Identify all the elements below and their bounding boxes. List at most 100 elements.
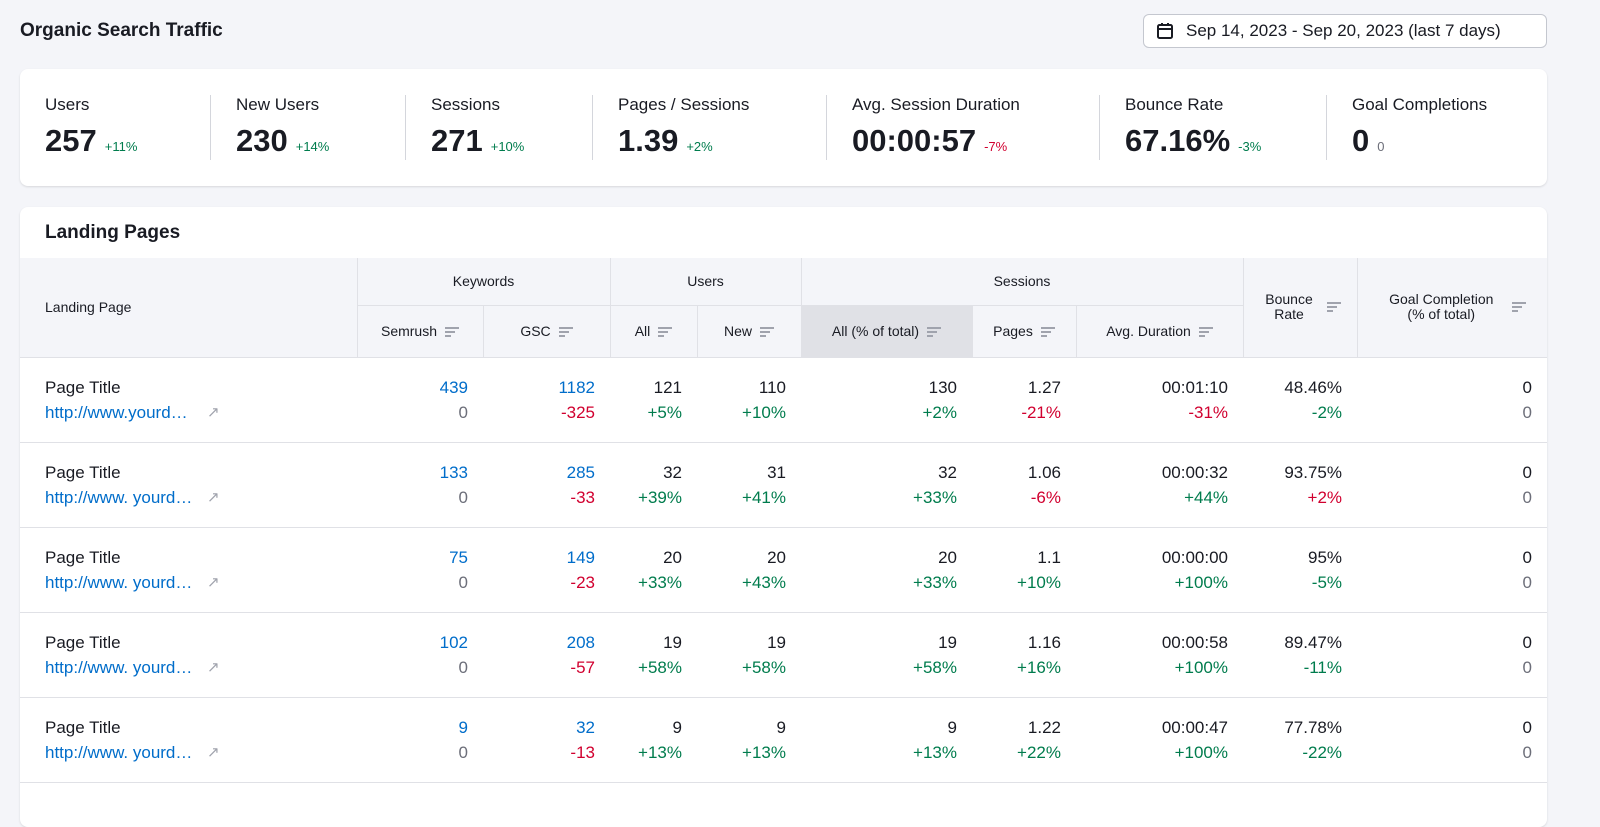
- data-cell: 32 +39%: [610, 442, 697, 528]
- cell-value: 93.75%: [1284, 462, 1343, 482]
- cell-value[interactable]: 149: [566, 547, 595, 567]
- external-link-icon[interactable]: ↗: [207, 488, 220, 506]
- metric-label: New Users: [236, 95, 320, 114]
- metric-value: 257: [45, 123, 97, 158]
- sort-icon[interactable]: [558, 327, 573, 338]
- metric-delta: +10%: [490, 139, 525, 154]
- cell-delta: 0: [458, 402, 468, 422]
- data-cell: 00:00:47 +100%: [1076, 697, 1244, 783]
- page-url-link[interactable]: http://www. yourdomain.com/...: [45, 487, 195, 507]
- cell-delta: +41%: [742, 487, 786, 507]
- data-cell: 19 +58%: [801, 612, 972, 698]
- page-url-link[interactable]: http://www. yourdomain.com/...: [45, 742, 195, 762]
- sort-icon[interactable]: [1327, 302, 1342, 313]
- data-cell: 1.16 +16%: [972, 612, 1076, 698]
- col-label: Goal Completion (% of total): [1389, 291, 1494, 323]
- external-link-icon[interactable]: ↗: [207, 658, 220, 676]
- cell-value: 9: [672, 717, 682, 737]
- cell-value[interactable]: 102: [439, 632, 468, 652]
- cell-value[interactable]: 439: [439, 377, 468, 397]
- cell-value: 0: [1522, 377, 1533, 397]
- cell-delta: +33%: [638, 572, 682, 592]
- cell-value[interactable]: 9: [458, 717, 468, 737]
- page-url-link[interactable]: http://www.yourdomain.com/i...: [45, 402, 195, 422]
- external-link-icon[interactable]: ↗: [207, 573, 220, 591]
- metric-delta: +14%: [295, 139, 330, 154]
- col-users-all[interactable]: All: [609, 305, 697, 358]
- data-cell: 32 -13: [483, 697, 610, 783]
- sort-icon[interactable]: [658, 327, 673, 338]
- data-cell: 32 +33%: [801, 442, 972, 528]
- col-goal-completion[interactable]: Goal Completion (% of total): [1356, 258, 1547, 358]
- data-cell: 9 +13%: [801, 697, 972, 783]
- page-url-link[interactable]: http://www. yourdomain.com/...: [45, 657, 195, 677]
- col-avg-duration[interactable]: Avg. Duration: [1075, 305, 1244, 358]
- sort-icon[interactable]: [1040, 327, 1055, 338]
- cell-delta: 0: [458, 657, 468, 677]
- cell-value: 48.46%: [1284, 377, 1343, 397]
- cell-delta: +13%: [913, 742, 957, 762]
- cell-value: 1.06: [1027, 462, 1061, 482]
- col-gsc[interactable]: GSC: [482, 305, 610, 358]
- metric-delta: 0: [1377, 139, 1385, 154]
- external-link-icon[interactable]: ↗: [207, 743, 220, 761]
- sort-icon[interactable]: [1511, 302, 1526, 313]
- col-landing-page: Landing Page: [20, 258, 357, 358]
- col-bounce-rate[interactable]: Bounce Rate: [1242, 258, 1358, 358]
- cell-value[interactable]: 75: [449, 547, 468, 567]
- cell-delta: +2%: [1307, 487, 1343, 507]
- data-cell: 1.1 +10%: [972, 527, 1076, 613]
- metric-label: Users: [45, 95, 90, 114]
- cell-value: 1.1: [1037, 547, 1061, 567]
- cell-value[interactable]: 1182: [558, 377, 595, 397]
- cell-value[interactable]: 133: [439, 462, 468, 482]
- col-label: Semrush: [380, 323, 438, 339]
- col-users-new[interactable]: New: [696, 305, 801, 358]
- metric-label: Pages / Sessions: [618, 95, 750, 114]
- cell-value[interactable]: 285: [566, 462, 595, 482]
- cell-value[interactable]: 208: [566, 632, 595, 652]
- data-cell: 1.06 -6%: [972, 442, 1076, 528]
- cell-value: 121: [653, 377, 682, 397]
- cell-value: 32: [663, 462, 682, 482]
- external-link-icon[interactable]: ↗: [207, 403, 220, 421]
- sort-icon[interactable]: [760, 327, 774, 338]
- sort-icon[interactable]: [445, 327, 460, 338]
- col-sessions-all[interactable]: All (% of total): [800, 305, 972, 358]
- data-cell: 9 +13%: [610, 697, 697, 783]
- page-title: Page Title: [45, 717, 121, 737]
- date-range-picker[interactable]: Sep 14, 2023 - Sep 20, 2023 (last 7 days…: [1143, 14, 1547, 48]
- data-cell: 9 +13%: [697, 697, 801, 783]
- cell-delta: +100%: [1174, 572, 1229, 592]
- metric-delta: -7%: [984, 139, 1008, 154]
- data-cell: 285 -33: [483, 442, 610, 528]
- cell-value: 32: [938, 462, 957, 482]
- date-range-label: Sep 14, 2023 - Sep 20, 2023 (last 7 days…: [1186, 21, 1501, 40]
- data-cell: 31 +41%: [697, 442, 801, 528]
- landing-pages-card: Landing Pages Landing Page Keywords User…: [20, 207, 1547, 827]
- cell-value[interactable]: 32: [576, 717, 595, 737]
- cell-value: 20: [663, 547, 682, 567]
- page-title: Page Title: [45, 462, 121, 482]
- page-url-link[interactable]: http://www. yourdomain.com/...: [45, 572, 195, 592]
- sort-icon[interactable]: [927, 327, 942, 338]
- data-cell: 102 0: [357, 612, 483, 698]
- metric-value: 67.16%: [1125, 123, 1231, 158]
- cell-delta: +16%: [1017, 657, 1061, 677]
- cell-value: 9: [776, 717, 786, 737]
- table-row: Page Title http://www.yourdomain.com/i..…: [20, 357, 1547, 443]
- section-title: Landing Pages: [45, 222, 181, 243]
- metric-item: Pages / Sessions 1.39 +2%: [592, 95, 826, 160]
- sort-icon[interactable]: [1198, 327, 1213, 338]
- metric-delta: -3%: [1238, 139, 1262, 154]
- col-pages[interactable]: Pages: [971, 305, 1076, 358]
- cell-delta: +100%: [1174, 742, 1229, 762]
- metric-label: Avg. Session Duration: [852, 95, 1020, 114]
- landing-page-cell: Page Title http://www. yourdomain.com/..…: [20, 527, 357, 613]
- cell-value: 130: [928, 377, 957, 397]
- cell-delta: +13%: [638, 742, 682, 762]
- cell-value: 1.22: [1027, 717, 1061, 737]
- metric-value: 0: [1352, 123, 1370, 158]
- col-semrush[interactable]: Semrush: [356, 305, 483, 358]
- data-cell: 133 0: [357, 442, 483, 528]
